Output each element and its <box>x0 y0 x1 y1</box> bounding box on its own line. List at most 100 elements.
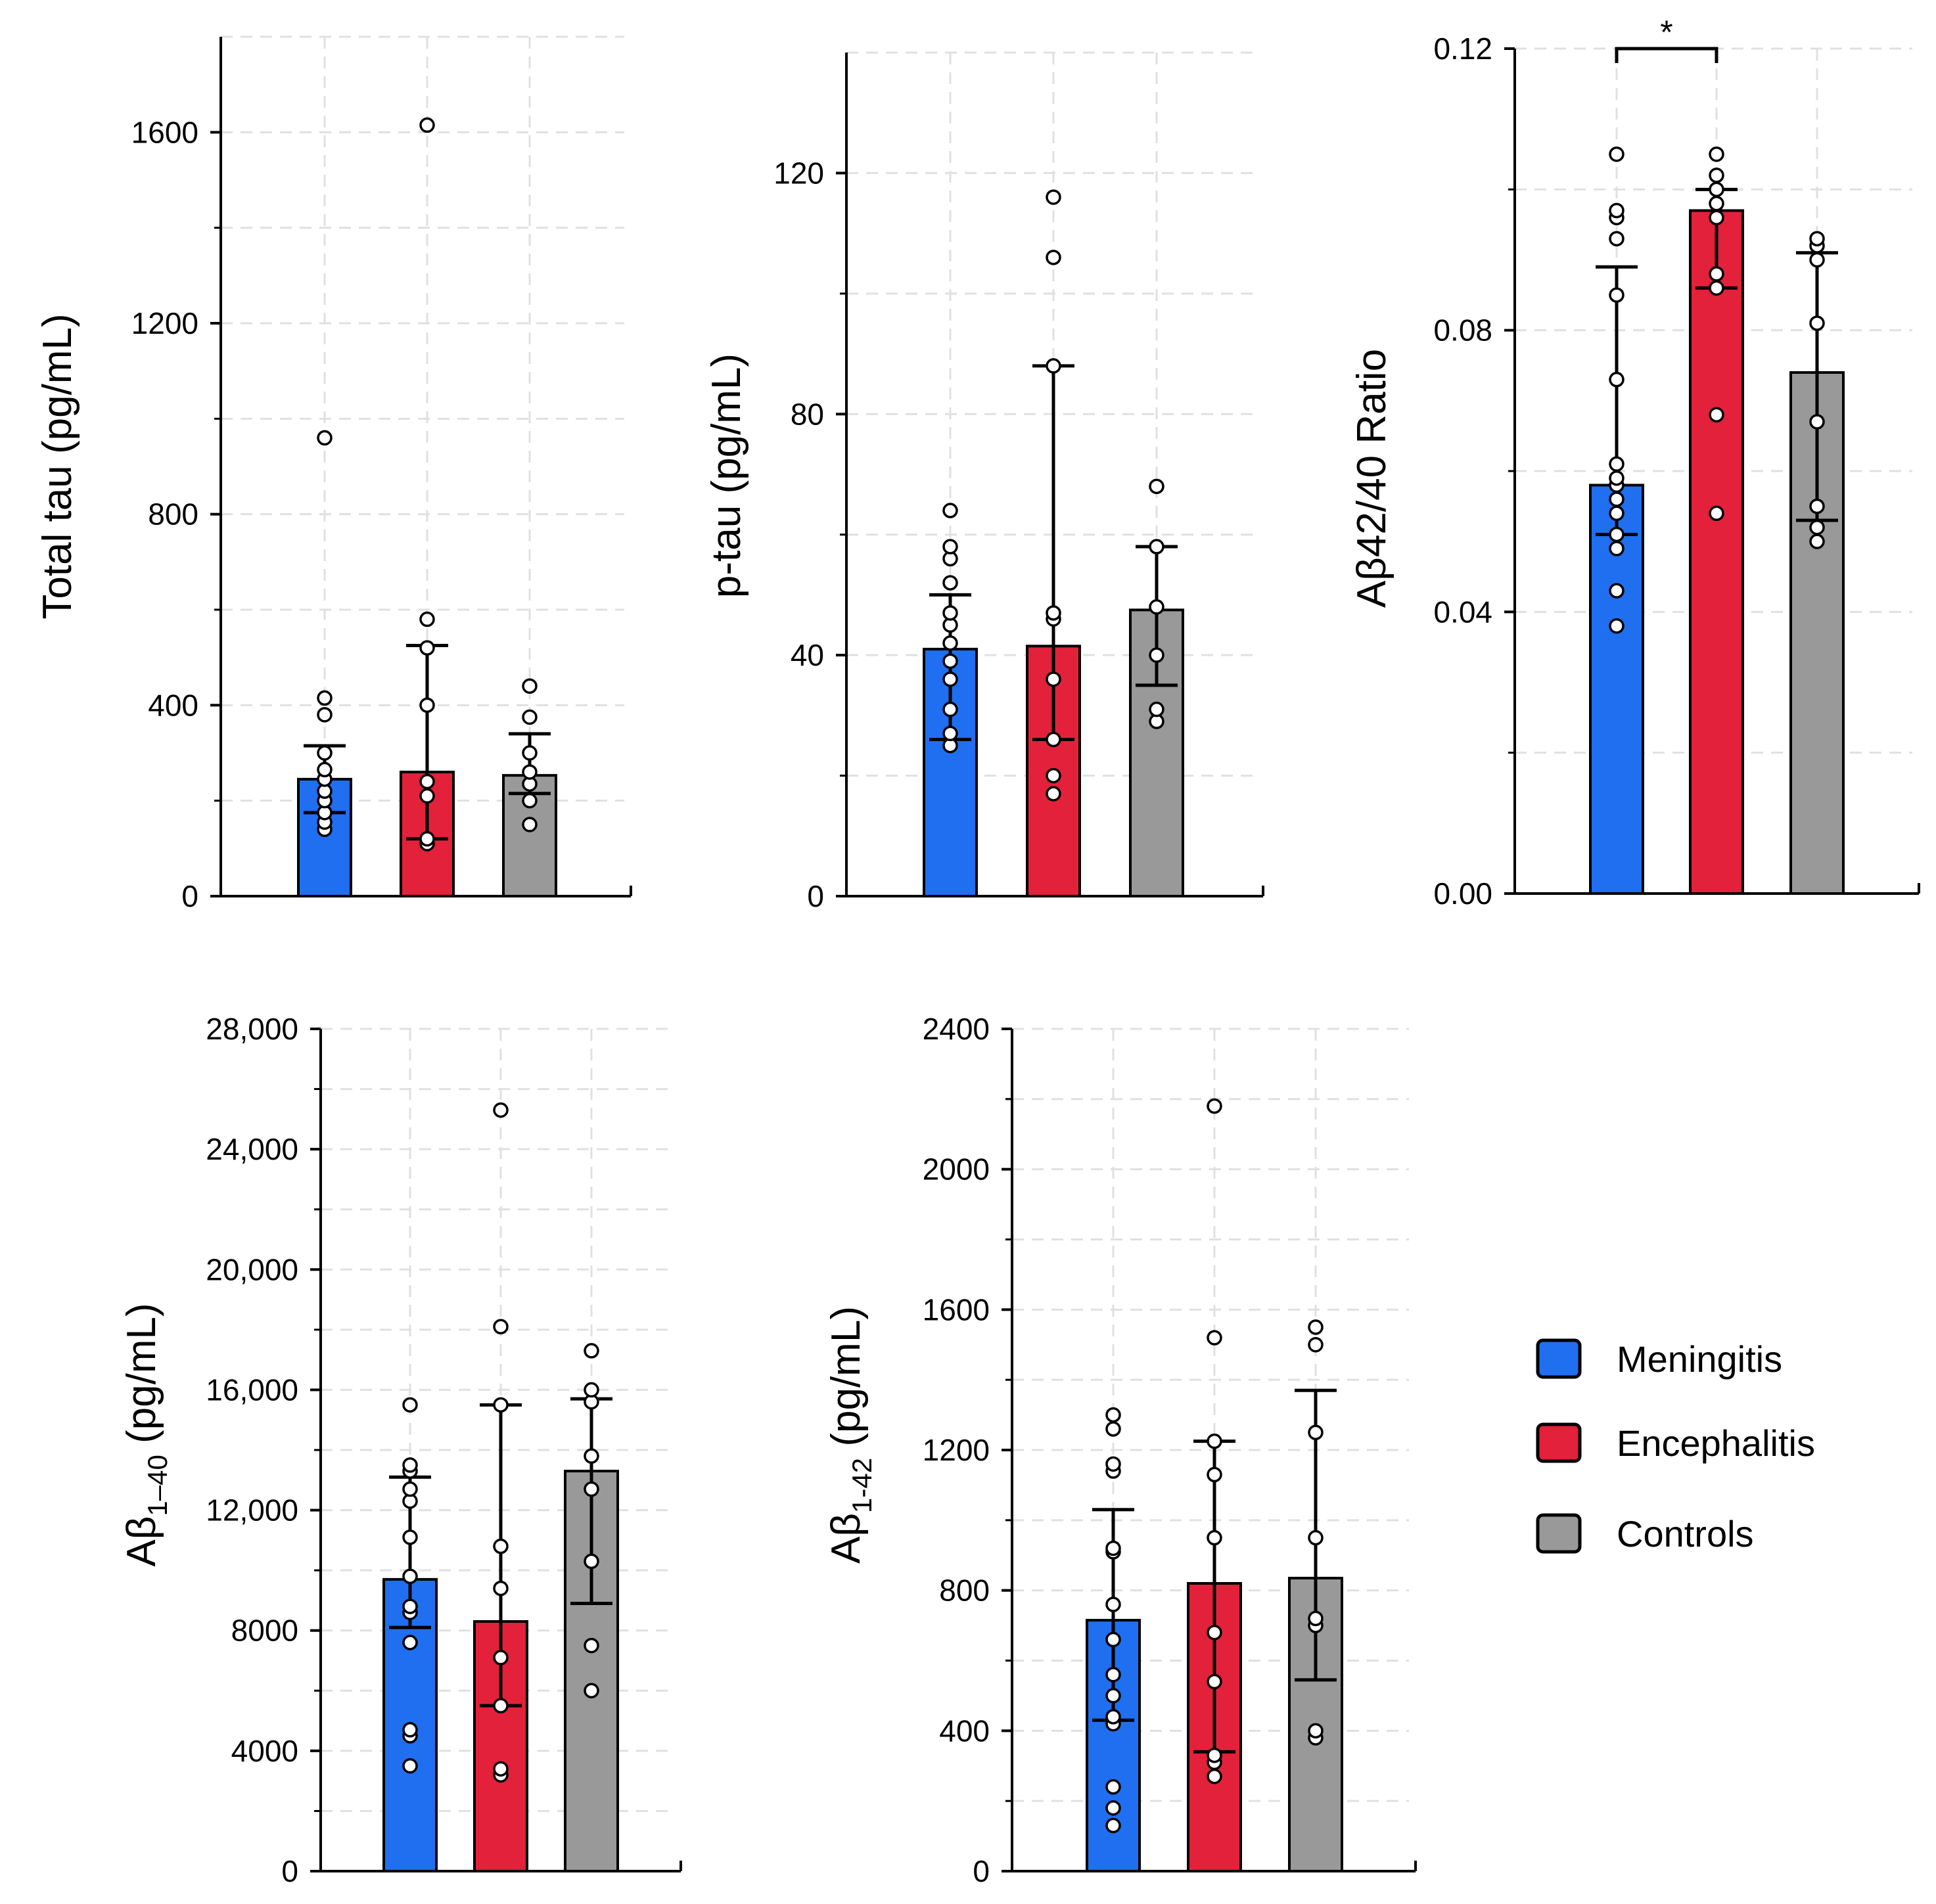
data-point-controls <box>584 1481 599 1497</box>
data-point-controls <box>1149 701 1164 717</box>
significance-label: * <box>1660 14 1672 51</box>
abeta-1-40-panel: 0 4000 8000 12,000 16,000 20,000 24,000 28,000 A… <box>119 1012 682 1888</box>
y-tick-label: 0.08 <box>1433 313 1492 348</box>
data-point-meningitis <box>317 707 333 723</box>
data-point-encephalitis <box>419 117 435 133</box>
legend-swatch-controls <box>1536 1513 1582 1554</box>
data-point-meningitis <box>1609 231 1625 247</box>
data-point-controls <box>1809 498 1825 514</box>
y-tick-label: 24,000 <box>206 1132 298 1166</box>
data-point-encephalitis <box>1709 181 1724 198</box>
significance-bracket <box>1615 47 1718 63</box>
data-point-meningitis <box>1105 1817 1121 1834</box>
data-point-meningitis <box>942 671 958 687</box>
data-point-meningitis <box>402 1635 418 1650</box>
data-point-meningitis <box>317 761 333 778</box>
data-point-meningitis <box>942 653 958 669</box>
data-point-encephalitis <box>1207 1098 1222 1114</box>
y-tick-label: 0.12 <box>1433 32 1492 66</box>
data-point-meningitis <box>1105 1688 1121 1704</box>
y-axis-title: Aβ42/40 Ratio <box>1349 349 1394 608</box>
data-point-meningitis <box>1105 1456 1121 1472</box>
data-point-encephalitis <box>1709 407 1724 423</box>
data-point-meningitis <box>402 1722 418 1738</box>
y-tick-label: 1600 <box>131 115 198 149</box>
data-point-meningitis <box>1609 491 1625 507</box>
y-tick-label: 800 <box>939 1574 990 1608</box>
y-tick-label: 28,000 <box>206 1012 298 1046</box>
data-point-controls <box>522 745 538 761</box>
data-point-meningitis <box>1609 505 1625 522</box>
data-point-meningitis <box>1105 1407 1121 1423</box>
y-tick-label: 1600 <box>923 1292 990 1326</box>
legend-label-meningitis: Meningitis <box>1617 1338 1782 1380</box>
data-point-meningitis <box>402 1568 418 1585</box>
data-point-encephalitis <box>493 1538 509 1554</box>
data-point-encephalitis <box>1046 250 1061 265</box>
data-point-encephalitis <box>493 1102 509 1118</box>
y-tick-label: 1200 <box>923 1433 990 1467</box>
data-point-controls <box>1308 1530 1324 1546</box>
data-point-meningitis <box>1609 202 1625 219</box>
y-tick-label: 400 <box>148 688 198 722</box>
y-tick-label: 0 <box>807 879 824 913</box>
y-tick-label: 0 <box>973 1854 990 1888</box>
data-point-controls <box>1809 533 1825 549</box>
data-point-meningitis <box>1105 1779 1121 1795</box>
data-point-meningitis <box>402 1457 418 1473</box>
y-axis-title-units: (pg/mL) <box>823 1306 869 1458</box>
y-axis-title: Aβ1-42 (pg/mL) <box>823 1306 877 1564</box>
data-point-encephalitis <box>1709 280 1724 296</box>
legend: Meningitis Encephalitis Controls <box>1536 1338 1815 1554</box>
data-point-controls <box>584 1343 599 1359</box>
data-point-encephalitis <box>493 1319 509 1335</box>
y-axis-title-units: (pg/mL) <box>119 1303 164 1455</box>
data-point-controls <box>522 764 538 780</box>
data-point-controls <box>584 1637 599 1654</box>
y-tick-label: 400 <box>939 1713 990 1748</box>
data-point-meningitis <box>317 430 333 446</box>
data-point-meningitis <box>1609 147 1625 162</box>
data-point-meningitis <box>402 1758 418 1774</box>
data-point-meningitis <box>1609 470 1625 486</box>
data-point-controls <box>1149 539 1164 555</box>
data-point-meningitis <box>1609 371 1625 388</box>
y-axis-title-subscript: 1-42 <box>846 1458 877 1513</box>
data-point-controls <box>1308 1319 1324 1335</box>
data-point-encephalitis <box>1046 786 1061 802</box>
data-point-meningitis <box>1609 541 1625 556</box>
data-point-controls <box>1308 1723 1324 1739</box>
data-point-controls <box>1308 1337 1324 1353</box>
data-point-meningitis <box>942 725 958 742</box>
y-tick-label: 40 <box>791 638 824 672</box>
gridlines <box>221 35 624 896</box>
data-point-meningitis <box>942 503 958 518</box>
y-tick-label: 8000 <box>231 1614 298 1648</box>
data-point-controls <box>1809 315 1825 331</box>
abeta-1-42-panel: 0 400 800 1200 1600 2000 2400 Aβ1-42 (pg/mL) <box>823 1012 1417 1888</box>
p-tau-panel: 0 40 80 120 p-tau (pg/mL) <box>704 51 1264 913</box>
data-point-controls <box>1809 252 1825 268</box>
data-point-controls <box>1809 519 1825 535</box>
abeta-ratio-panel: 0.00 0.04 0.08 0.12 Aβ42/40 Ratio * <box>1349 14 1920 911</box>
data-point-meningitis <box>942 605 958 621</box>
legend-swatch-encephalitis <box>1536 1422 1582 1463</box>
data-point-encephalitis <box>419 788 435 804</box>
data-point-encephalitis <box>1207 1769 1222 1784</box>
data-point-encephalitis <box>1046 605 1061 621</box>
data-point-encephalitis <box>1709 196 1724 212</box>
y-axis-title: Total tau (pg/mL) <box>35 313 80 619</box>
y-tick-label: 0.00 <box>1433 876 1492 911</box>
data-point-encephalitis <box>1046 358 1061 374</box>
data-point-meningitis <box>317 690 333 706</box>
data-point-meningitis <box>402 1481 418 1497</box>
y-axis-title: Aβ1–40 (pg/mL) <box>119 1303 173 1566</box>
data-point-encephalitis <box>493 1698 509 1713</box>
data-point-encephalitis <box>1709 147 1724 162</box>
data-point-encephalitis <box>1046 671 1061 687</box>
data-point-meningitis <box>942 701 958 717</box>
data-point-meningitis <box>1105 1597 1121 1612</box>
data-point-meningitis <box>402 1530 418 1545</box>
data-point-meningitis <box>317 745 333 761</box>
data-point-meningitis <box>942 635 958 651</box>
